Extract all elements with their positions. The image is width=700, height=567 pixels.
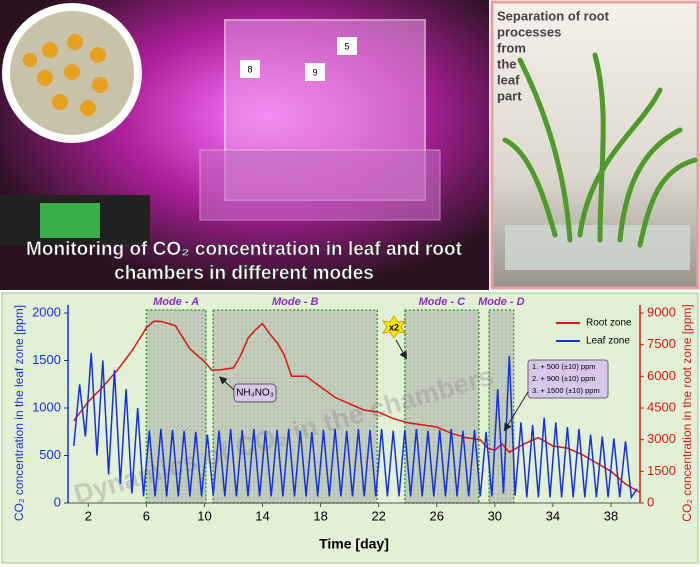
x-tick-label: 2 [85, 508, 92, 523]
screen-label: 9 [312, 67, 317, 77]
y2-tick-label: 6000 [647, 368, 676, 383]
x-axis-label: Time [day] [319, 536, 389, 552]
y2-axis-label: CO₂ concentration in the root zone [ppm] [680, 304, 694, 521]
y2-tick-label: 7500 [647, 336, 676, 351]
screen-label: 8 [247, 64, 252, 74]
y-tick-label: 2000 [32, 304, 61, 319]
y-tick-label: 1500 [32, 352, 61, 367]
annotation: 3. + 1500 (±10) ppm [532, 386, 600, 395]
annotation: NH₄NO₃ [236, 388, 274, 399]
annotation-box [527, 359, 609, 399]
x-tick-label: 14 [255, 508, 269, 523]
caption-line: part [497, 88, 522, 103]
mode-label: Mode - A [153, 296, 199, 308]
y2-tick-label: 1500 [647, 463, 676, 478]
caption-line: chambers in different modes [114, 263, 374, 284]
x-tick-label: 10 [197, 508, 211, 523]
x-tick-label: 22 [371, 508, 385, 523]
y-tick-label: 0 [54, 494, 61, 509]
caption-line: Monitoring of CO₂ concentration in leaf … [26, 239, 463, 260]
series-line [73, 352, 638, 500]
y2-tick-label: 9000 [647, 304, 676, 319]
legend-label: Root zone [586, 318, 632, 329]
series-line [73, 320, 641, 494]
y2-tick-label: 3000 [647, 431, 676, 446]
y-tick-label: 500 [39, 447, 61, 462]
x-tick-label: 38 [604, 508, 618, 523]
y2-tick-label: 4500 [647, 399, 676, 414]
screen-label: 5 [344, 41, 349, 51]
x-tick-label: 18 [313, 508, 327, 523]
caption-line: Separation of root [497, 8, 610, 23]
y-axis-label: CO₂ concentration in the leaf zone [ppm] [12, 305, 26, 521]
caption-line: leaf [497, 72, 520, 87]
photo-left: 5 8 9 Monitoring of CO₂ concentration in… [0, 0, 489, 290]
y-tick-label: 1000 [32, 399, 61, 414]
mode-label: Mode - C [419, 296, 466, 308]
x-tick-label: 26 [430, 508, 444, 523]
annotation: 1. + 500 (±10) ppm [532, 362, 596, 371]
annotation: x2 [389, 322, 399, 332]
annotation-star [381, 315, 407, 339]
caption-line: from [497, 40, 526, 55]
photo-right: Separation of root processes from the le… [490, 0, 700, 290]
caption-line: the [497, 56, 517, 71]
annotation-arrow [503, 391, 529, 432]
caption-line: processes [497, 24, 561, 39]
legend-label: Leaf zone [586, 336, 630, 347]
annotation-box [233, 383, 277, 403]
mode-label: Mode - D [478, 296, 524, 308]
annotation: 2. + 900 (±10) ppm [532, 374, 596, 383]
x-tick-label: 34 [546, 508, 560, 523]
x-tick-label: 30 [488, 508, 502, 523]
annotation-arrow [219, 376, 235, 391]
x-tick-label: 6 [143, 508, 150, 523]
mode-label: Mode - B [272, 296, 318, 308]
y2-tick-label: 0 [647, 494, 654, 509]
annotation-arrow [395, 339, 407, 360]
